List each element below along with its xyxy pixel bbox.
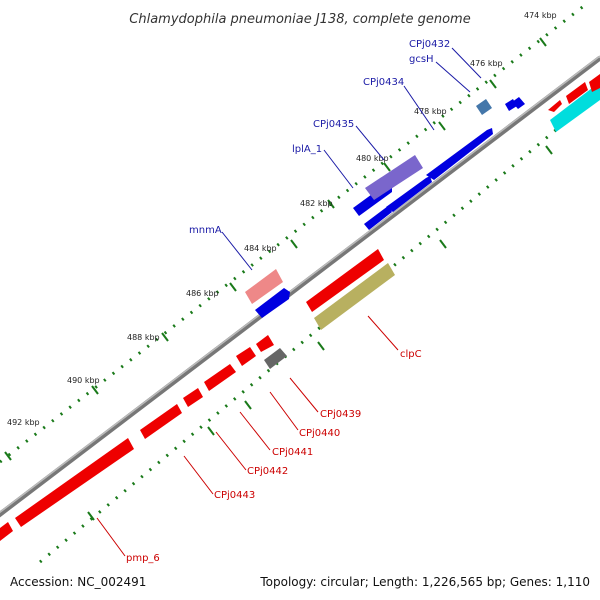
- tick-label: 480 kbp: [356, 154, 389, 163]
- leader-line: [183, 455, 214, 495]
- major-ticks: [4, 37, 553, 521]
- tick-label: 488 kbp: [127, 333, 160, 342]
- tick-label: 486 kbp: [186, 289, 219, 298]
- accession-text: Accession: NC_002491: [10, 575, 146, 589]
- clpC-feature: [306, 249, 384, 312]
- leader-line: [323, 149, 354, 189]
- cds-reverse: [566, 82, 588, 104]
- cds-reverse: [256, 335, 274, 352]
- gene-label-CPj0442[interactable]: CPj0442: [247, 466, 288, 477]
- gene-label-mnmA[interactable]: mnmA: [189, 225, 222, 236]
- tick-mark: [439, 239, 447, 249]
- tick-mark: [489, 79, 497, 89]
- forward-strand-features: [245, 97, 525, 318]
- tick-mark: [87, 511, 95, 521]
- gene-label-pmp_6[interactable]: pmp_6: [126, 553, 160, 564]
- leader-line: [451, 47, 482, 79]
- gene-label-CPj0434[interactable]: CPj0434: [363, 77, 404, 88]
- tick-mark: [4, 451, 12, 461]
- tick-label: 492 kbp: [7, 418, 40, 427]
- cyan-feature: [550, 82, 600, 132]
- gene-label-CPj0440[interactable]: CPj0440: [299, 428, 340, 439]
- cds-reverse: [236, 347, 256, 366]
- tick-mark: [327, 199, 335, 209]
- mnmA-feature: [245, 269, 283, 304]
- tick-mark: [438, 121, 446, 131]
- tick-mark: [539, 37, 547, 47]
- tick-mark: [290, 239, 298, 249]
- gray-feature: [264, 348, 287, 369]
- tick-label: 490 kbp: [67, 376, 100, 385]
- tick-mark: [229, 282, 237, 292]
- tick-mark: [317, 341, 325, 351]
- cds-reverse: [140, 404, 182, 439]
- leader-line: [239, 411, 271, 451]
- tick-mark: [91, 385, 99, 395]
- leader-line: [215, 431, 247, 471]
- inner-dotted-track: [39, 91, 600, 564]
- cds-forward: [512, 97, 525, 109]
- genome-backbone-highlight: [0, 55, 600, 514]
- tick-label: 484 kbp: [244, 244, 277, 253]
- tick-label: 482 kbp: [300, 199, 333, 208]
- leader-line: [367, 315, 399, 351]
- cds-reverse: [204, 364, 236, 391]
- cds-forward: [255, 288, 290, 318]
- cds-forward: [364, 206, 392, 230]
- genome-backbone: [0, 56, 600, 518]
- gcsH-feature: [476, 99, 492, 115]
- outer-dotted-track: [0, 3, 586, 464]
- topology-text: Topology: circular; Length: 1,226,565 bp…: [259, 575, 590, 589]
- gene-label-CPj0435[interactable]: CPj0435: [313, 119, 354, 130]
- leader-line: [435, 61, 471, 93]
- cds-forward: [426, 128, 493, 180]
- map-title: Chlamydophila pneumoniae J138, complete …: [129, 12, 470, 27]
- tick-mark: [207, 426, 215, 436]
- cds-reverse: [0, 522, 13, 541]
- pmp6-feature: [15, 438, 134, 527]
- gene-label-clpC[interactable]: clpC: [400, 349, 422, 360]
- cds-reverse: [548, 100, 562, 112]
- leader-line: [289, 377, 319, 413]
- tick-label: 478 kbp: [414, 107, 447, 116]
- tick-mark: [545, 145, 553, 155]
- cds-reverse: [183, 388, 203, 407]
- gene-label-CPj0432[interactable]: CPj0432: [409, 39, 450, 50]
- lplA-feature: [365, 155, 423, 200]
- tick-label: 476 kbp: [470, 59, 503, 68]
- gene-label-CPj0439[interactable]: CPj0439: [320, 409, 361, 420]
- cds-forward: [386, 176, 432, 212]
- leader-line: [269, 391, 299, 431]
- gene-label-gcsH[interactable]: gcsH: [409, 54, 434, 65]
- forward-label-leaders: [221, 47, 482, 271]
- olive-feature: [314, 263, 395, 330]
- reverse-strand-features: [0, 74, 600, 541]
- cds-reverse: [589, 74, 600, 92]
- tick-mark: [161, 332, 169, 342]
- tick-mark: [383, 162, 391, 172]
- leader-line: [403, 85, 435, 131]
- leader-line: [355, 125, 385, 161]
- reverse-label-leaders: [96, 315, 399, 557]
- leader-line: [96, 517, 126, 557]
- leader-line: [221, 231, 253, 271]
- tick-mark: [244, 400, 252, 410]
- gene-label-lplA_1[interactable]: lplA_1: [292, 144, 322, 155]
- gene-label-CPj0441[interactable]: CPj0441: [272, 447, 313, 458]
- gene-label-CPj0443[interactable]: CPj0443: [214, 490, 255, 501]
- tick-label: 474 kbp: [524, 11, 557, 20]
